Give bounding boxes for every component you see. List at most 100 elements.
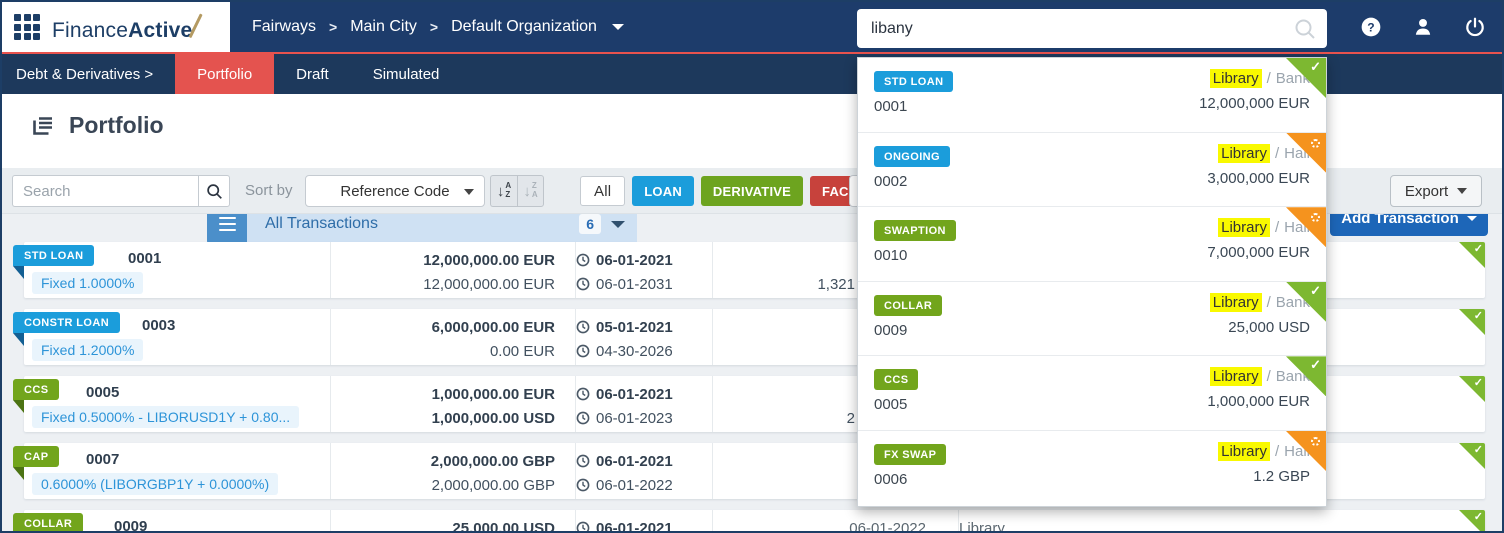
amount-column: 1,000,000.00 EUR 1,000,000.00 USD <box>330 376 575 432</box>
portfolio-search-button[interactable] <box>198 175 230 207</box>
breadcrumb-item-organization[interactable]: Default Organization <box>451 18 597 35</box>
global-search-results-dropdown: STD LOAN 0001 Library / Bank 12,000,000 EU… <box>857 57 1327 507</box>
chevron-down-icon[interactable] <box>611 24 624 30</box>
value-column: 2 <box>712 376 958 432</box>
separator: / <box>1274 219 1280 237</box>
chevron-down-icon <box>1466 215 1477 221</box>
breadcrumb-separator: > <box>329 19 338 35</box>
export-button[interactable]: Export <box>1390 175 1482 207</box>
amount-column: 6,000,000.00 EUR 0.00 EUR <box>330 309 575 365</box>
matched-entity: Library <box>1209 69 1262 88</box>
topbar-icons: ? <box>1306 2 1496 52</box>
validated-status-icon: ✓ <box>1459 309 1485 335</box>
date-column: 06-01-2021 <box>575 510 712 531</box>
notional-amount: 7,000,000 EUR <box>1207 244 1310 262</box>
matched-entity: Library <box>1218 441 1270 461</box>
sort-by-label: Sort by <box>245 182 293 199</box>
type-filter-group: All LOAN DERIVATIVE FACILITY <box>580 176 894 206</box>
notional-amount: 12,000,000 EUR <box>1199 95 1310 112</box>
global-search-input[interactable] <box>857 19 1293 38</box>
type-ribbon: CCS <box>13 379 60 413</box>
search-result-0001[interactable]: STD LOAN 0001 Library / Bank 12,000,000 EU… <box>858 58 1326 133</box>
rate-pill: Fixed 1.0000% <box>32 272 144 294</box>
sort-field-select[interactable]: Reference Code <box>305 175 485 207</box>
validated-status-icon: ✓ <box>1459 510 1485 531</box>
clock-icon <box>576 478 590 492</box>
transaction-row-0009[interactable]: COLLAR 0009 25,000.00 USD 06-01-2021 06-… <box>13 510 1485 531</box>
search-result-0002[interactable]: ONGOING 0002 Library / Hall 3,000,000 EUR <box>858 132 1326 208</box>
clock-icon <box>576 277 590 291</box>
counterparty: Bank <box>1275 293 1310 311</box>
date-column: 06-01-2021 06-01-2023 <box>575 376 712 432</box>
type-badge: SWAPTION <box>874 220 956 242</box>
partially-hidden-value: 2 <box>846 409 855 427</box>
nav-section-debt-derivatives[interactable]: Debt & Derivatives > <box>16 65 154 83</box>
reference-code: 0003 <box>142 317 176 334</box>
global-search <box>857 9 1327 48</box>
tab-simulated[interactable]: Simulated <box>372 65 440 83</box>
value-column <box>712 309 958 365</box>
separator: / <box>1266 70 1271 87</box>
clock-icon <box>576 387 590 401</box>
search-result-0009[interactable]: COLLAR 0009 Library / Bank 25,000 USD ✓ <box>858 281 1326 357</box>
filter-derivative-button[interactable]: DERIVATIVE <box>700 176 804 206</box>
reference-code: 0001 <box>128 250 162 267</box>
date-column: 06-01-2021 06-01-2022 <box>575 443 712 499</box>
clock-icon <box>576 521 590 531</box>
validated-status-icon: ✓ <box>1459 242 1485 268</box>
type-ribbon: STD LOAN <box>13 245 95 279</box>
reference-code: 0005 <box>874 396 908 414</box>
partially-hidden-value: 1,321 <box>817 275 855 293</box>
app-grid-icon[interactable] <box>14 14 40 40</box>
search-result-0006[interactable]: FX SWAP 0006 Library / Hall 1.2 GBP <box>858 430 1326 506</box>
tab-draft[interactable]: Draft <box>296 65 329 83</box>
logout-power-icon[interactable] <box>1462 14 1488 40</box>
portfolio-search-input[interactable] <box>12 175 198 207</box>
help-icon[interactable]: ? <box>1358 14 1384 40</box>
reference-code: 0007 <box>86 451 120 468</box>
clock-icon <box>576 320 590 334</box>
transaction-count-badge: 6 <box>579 214 601 234</box>
portfolio-icon <box>33 116 52 135</box>
value-column: 1,321 <box>712 242 958 298</box>
svg-text:?: ? <box>1367 20 1374 34</box>
separator: / <box>1274 144 1280 162</box>
sort-field-value: Reference Code <box>340 182 450 200</box>
breadcrumb: Fairways > Main City > Default Organizat… <box>252 2 624 52</box>
type-ribbon: CAP <box>13 446 60 480</box>
notional-amount: 1.2 GBP <box>1253 467 1310 485</box>
reference-code: 0006 <box>874 470 908 488</box>
tab-portfolio[interactable]: Portfolio <box>175 54 275 94</box>
counterparty: Bank <box>1275 70 1310 87</box>
clock-icon <box>576 454 590 468</box>
separator: / <box>1266 293 1271 311</box>
reference-code: 0002 <box>874 172 908 190</box>
breadcrumb-separator: > <box>429 19 439 35</box>
logo-area[interactable]: FinanceActive <box>2 2 230 52</box>
separator: / <box>1274 442 1280 460</box>
breadcrumb-item-entity[interactable]: Fairways <box>252 18 317 35</box>
validated-status-icon: ✓ <box>1459 443 1485 469</box>
view-label: All Transactions <box>265 215 378 232</box>
reference-code: 0001 <box>874 98 908 115</box>
breadcrumb-item-city[interactable]: Main City <box>350 18 417 35</box>
matched-entity: Library <box>1218 218 1270 238</box>
filter-all-button[interactable]: All <box>580 176 626 206</box>
user-account-icon[interactable] <box>1410 14 1436 40</box>
date-column: 06-01-2021 06-01-2031 <box>575 242 712 298</box>
notional-amount: 25,000 USD <box>1228 318 1310 336</box>
type-badge: ONGOING <box>874 145 950 167</box>
counterparty-column: Library <box>958 510 1258 531</box>
notifications-bell-icon[interactable] <box>1306 14 1332 40</box>
notional-amount: 3,000,000 EUR <box>1207 169 1310 187</box>
search-result-0005[interactable]: CCS 0005 Library / Bank 1,000,000 EUR ✓ <box>858 356 1326 431</box>
amount-column: 12,000,000.00 EUR 12,000,000.00 EUR <box>330 242 575 298</box>
search-result-0010[interactable]: SWAPTION 0010 Library / Hall 7,000,000 EUR <box>858 207 1326 282</box>
amount-column: 2,000,000.00 GBP 2,000,000.00 GBP <box>330 443 575 499</box>
filter-loan-button[interactable]: LOAN <box>632 176 694 206</box>
type-badge: COLLAR <box>874 294 943 316</box>
validated-status-icon: ✓ <box>1459 376 1485 402</box>
